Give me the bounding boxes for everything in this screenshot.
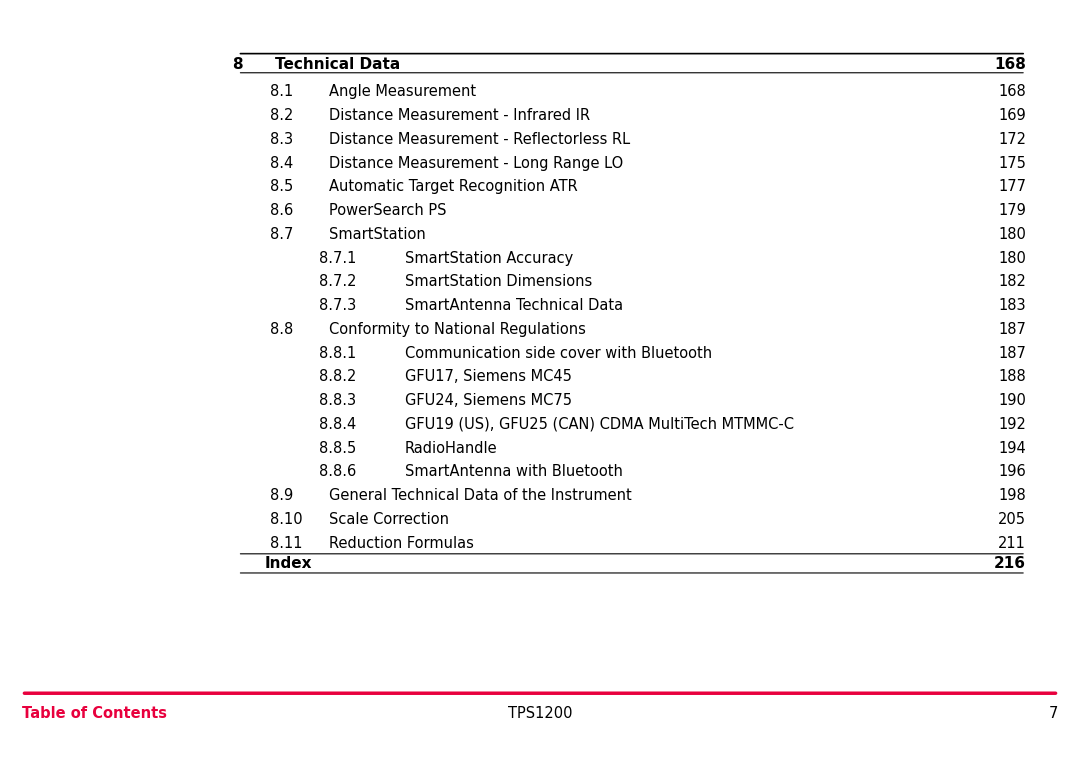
Text: 198: 198 <box>998 488 1026 503</box>
Text: Table of Contents: Table of Contents <box>22 706 166 722</box>
Text: 180: 180 <box>998 227 1026 242</box>
Text: 8.7.1: 8.7.1 <box>319 250 356 266</box>
Text: Automatic Target Recognition ATR: Automatic Target Recognition ATR <box>329 179 578 195</box>
Text: SmartStation Accuracy: SmartStation Accuracy <box>405 250 573 266</box>
Text: 187: 187 <box>998 345 1026 361</box>
Text: GFU17, Siemens MC45: GFU17, Siemens MC45 <box>405 369 572 385</box>
Text: 8.8.6: 8.8.6 <box>319 464 355 480</box>
Text: Communication side cover with Bluetooth: Communication side cover with Bluetooth <box>405 345 712 361</box>
Text: 8.11: 8.11 <box>270 535 302 551</box>
Text: 8.2: 8.2 <box>270 108 294 123</box>
Text: 8: 8 <box>232 57 243 72</box>
Text: 8.7: 8.7 <box>270 227 294 242</box>
Text: SmartAntenna with Bluetooth: SmartAntenna with Bluetooth <box>405 464 623 480</box>
Text: Index: Index <box>265 556 312 571</box>
Text: 8.1: 8.1 <box>270 84 294 100</box>
Text: 194: 194 <box>998 440 1026 456</box>
Text: 196: 196 <box>998 464 1026 480</box>
Text: 216: 216 <box>994 556 1026 571</box>
Text: SmartAntenna Technical Data: SmartAntenna Technical Data <box>405 298 623 313</box>
Text: 211: 211 <box>998 535 1026 551</box>
Text: 175: 175 <box>998 155 1026 171</box>
Text: 8.7.2: 8.7.2 <box>319 274 356 290</box>
Text: Conformity to National Regulations: Conformity to National Regulations <box>329 322 586 337</box>
Text: 7: 7 <box>1049 706 1058 722</box>
Text: 8.8.2: 8.8.2 <box>319 369 356 385</box>
Text: PowerSearch PS: PowerSearch PS <box>329 203 447 218</box>
Text: Scale Correction: Scale Correction <box>329 512 449 527</box>
Text: GFU24, Siemens MC75: GFU24, Siemens MC75 <box>405 393 572 408</box>
Text: 8.10: 8.10 <box>270 512 302 527</box>
Text: SmartStation Dimensions: SmartStation Dimensions <box>405 274 592 290</box>
Text: GFU19 (US), GFU25 (CAN) CDMA MultiTech MTMMC-C: GFU19 (US), GFU25 (CAN) CDMA MultiTech M… <box>405 417 794 432</box>
Text: 8.8.5: 8.8.5 <box>319 440 355 456</box>
Text: 179: 179 <box>998 203 1026 218</box>
Text: RadioHandle: RadioHandle <box>405 440 498 456</box>
Text: 8.8.1: 8.8.1 <box>319 345 355 361</box>
Text: 190: 190 <box>998 393 1026 408</box>
Text: 188: 188 <box>998 369 1026 385</box>
Text: 8.8.3: 8.8.3 <box>319 393 355 408</box>
Text: 183: 183 <box>998 298 1026 313</box>
Text: 177: 177 <box>998 179 1026 195</box>
Text: 182: 182 <box>998 274 1026 290</box>
Text: 180: 180 <box>998 250 1026 266</box>
Text: 205: 205 <box>998 512 1026 527</box>
Text: SmartStation: SmartStation <box>329 227 427 242</box>
Text: 169: 169 <box>998 108 1026 123</box>
Text: 8.9: 8.9 <box>270 488 294 503</box>
Text: 8.5: 8.5 <box>270 179 294 195</box>
Text: 187: 187 <box>998 322 1026 337</box>
Text: 168: 168 <box>998 84 1026 100</box>
Text: Distance Measurement - Long Range LO: Distance Measurement - Long Range LO <box>329 155 623 171</box>
Text: 168: 168 <box>994 57 1026 72</box>
Text: Angle Measurement: Angle Measurement <box>329 84 476 100</box>
Text: 172: 172 <box>998 132 1026 147</box>
Text: Distance Measurement - Infrared IR: Distance Measurement - Infrared IR <box>329 108 591 123</box>
Text: Technical Data: Technical Data <box>275 57 401 72</box>
Text: TPS1200: TPS1200 <box>508 706 572 722</box>
Text: General Technical Data of the Instrument: General Technical Data of the Instrument <box>329 488 632 503</box>
Text: 8.4: 8.4 <box>270 155 294 171</box>
Text: 8.8: 8.8 <box>270 322 294 337</box>
Text: 8.6: 8.6 <box>270 203 294 218</box>
Text: Reduction Formulas: Reduction Formulas <box>329 535 474 551</box>
Text: 8.7.3: 8.7.3 <box>319 298 355 313</box>
Text: 8.8.4: 8.8.4 <box>319 417 355 432</box>
Text: Distance Measurement - Reflectorless RL: Distance Measurement - Reflectorless RL <box>329 132 631 147</box>
Text: 8.3: 8.3 <box>270 132 293 147</box>
Text: 192: 192 <box>998 417 1026 432</box>
